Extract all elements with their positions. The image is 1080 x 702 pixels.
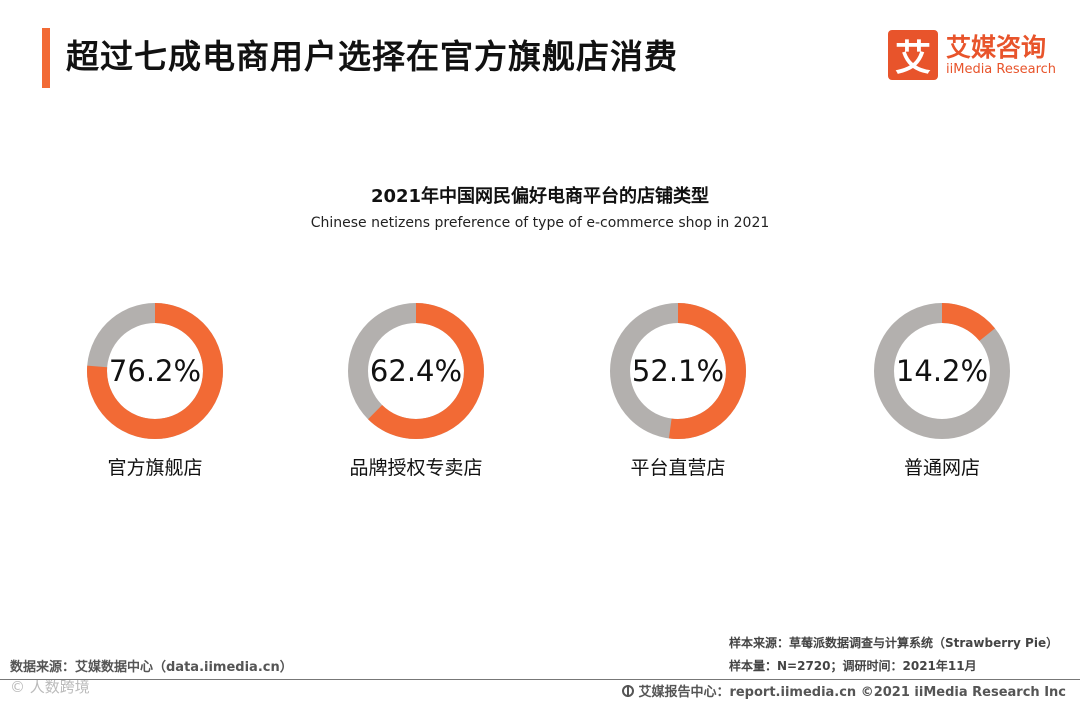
page-title: 超过七成电商用户选择在官方旗舰店消费 <box>66 37 678 76</box>
donut-slice-4 <box>874 303 1010 439</box>
logo-mark: 艾 <box>888 30 938 80</box>
watermark: © 人数跨境 <box>10 678 90 696</box>
donut-value-label-3: 52.1% <box>632 354 724 388</box>
donut-slice-1 <box>87 303 223 439</box>
donut-value-label-1: 76.2% <box>109 354 201 388</box>
category-label-2: 品牌授权专卖店 <box>349 457 482 479</box>
footer-divider <box>0 679 1080 680</box>
donut-slice-2 <box>348 303 484 439</box>
data-source: 数据来源：艾媒数据中心（data.iimedia.cn） <box>10 660 293 675</box>
brand-logo: 艾 艾媒咨询 iiMedia Research <box>888 30 1058 82</box>
globe-icon <box>622 684 635 697</box>
chart-title: 2021年中国网民偏好电商平台的店铺类型 <box>370 186 710 207</box>
donut-value-label-4: 14.2% <box>896 354 988 388</box>
category-label-4: 普通网店 <box>904 457 980 479</box>
sample-source: 样本来源：草莓派数据调查与计算系统（Strawberry Pie） <box>729 636 1059 650</box>
category-label-1: 官方旗舰店 <box>107 457 202 479</box>
logo-english-name: iiMedia Research <box>946 62 1057 77</box>
report-text: 艾媒报告中心：report.iimedia.cn ©2021 iiMedia R… <box>638 685 1066 700</box>
donut-value-label-2: 62.4% <box>370 354 462 388</box>
logo-chinese-name: 艾媒咨询 <box>946 33 1047 62</box>
category-label-3: 平台直营店 <box>630 457 725 479</box>
sample-count: 样本量：N=2720；调研时间：2021年11月 <box>729 659 977 673</box>
donut-slice-3 <box>610 303 746 439</box>
report-center: 艾媒报告中心：report.iimedia.cn ©2021 iiMedia R… <box>622 681 1066 700</box>
chart-subtitle: Chinese netizens preference of type of e… <box>310 215 770 231</box>
title-accent-bar <box>42 28 50 88</box>
donut-charts: 76.2% 官方旗舰店 62.4% 品牌授权专卖店 52.1% 平台直营店 14.2% 普通网… <box>87 303 1010 479</box>
